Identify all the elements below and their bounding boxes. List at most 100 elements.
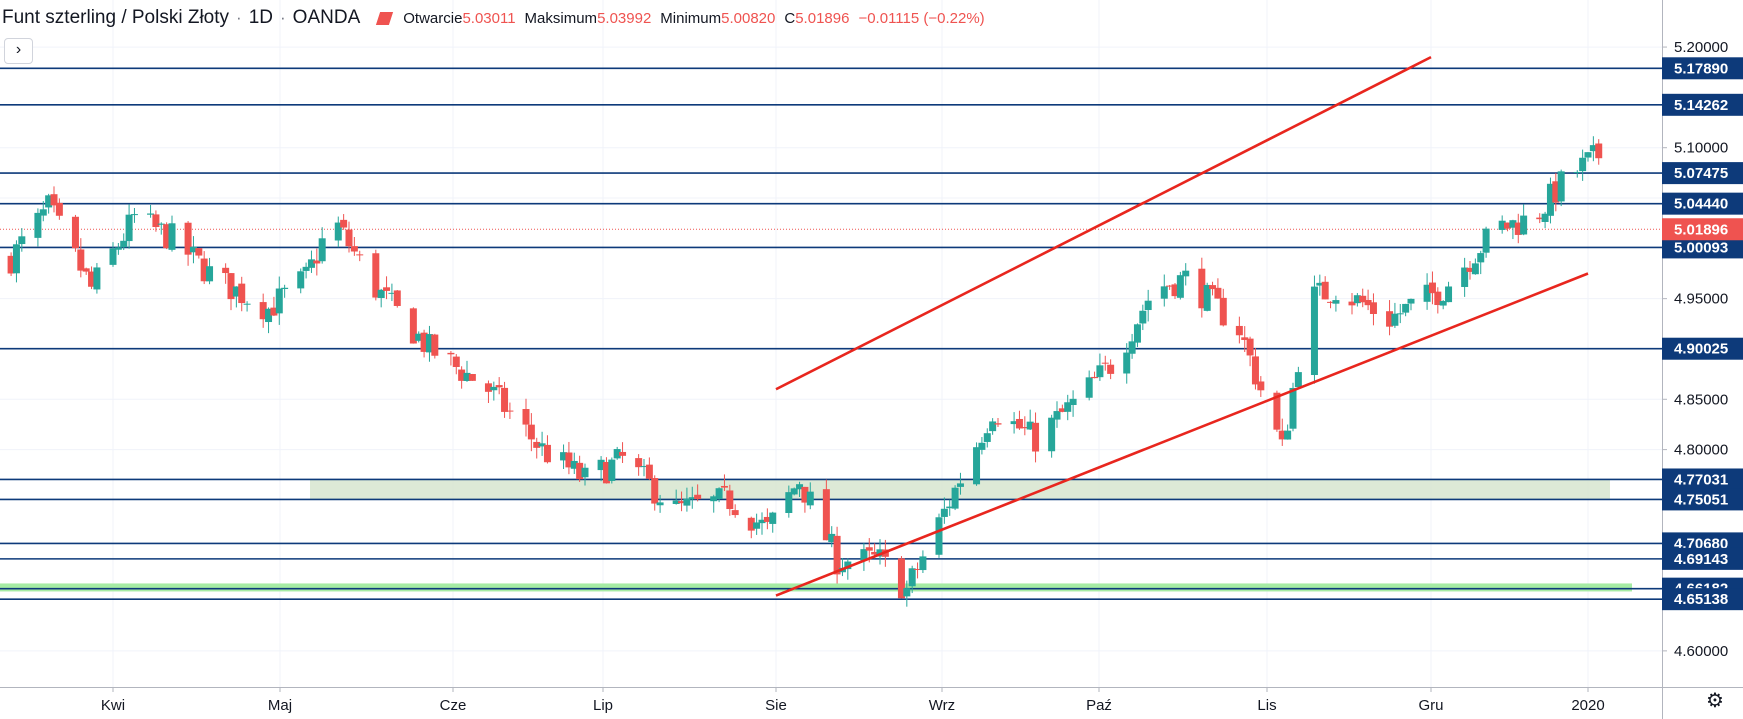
candle-down	[50, 194, 58, 206]
open-label: Otwarcie	[403, 9, 463, 27]
candle-up	[1085, 377, 1093, 398]
candle-up	[1294, 372, 1302, 388]
candle-down	[200, 258, 208, 282]
price-tick-label: 5.20000	[1674, 39, 1728, 56]
candle-up	[189, 246, 197, 253]
candle-down	[1058, 408, 1066, 412]
candle-down	[1536, 217, 1544, 220]
candle-down	[1021, 427, 1029, 429]
candle-up	[1471, 263, 1479, 275]
time-tick-label: Lip	[593, 697, 613, 714]
time-tick-label: Lis	[1257, 697, 1276, 714]
candle-up	[570, 460, 578, 469]
candle-up	[983, 433, 991, 442]
candle-up	[415, 333, 423, 341]
candle-down	[619, 451, 627, 456]
candle-down	[313, 260, 321, 264]
candle-up	[1160, 286, 1168, 299]
candle-up	[951, 487, 959, 509]
candle-up	[1176, 275, 1184, 298]
candle-down	[1348, 301, 1356, 306]
candle-down	[720, 485, 728, 488]
gear-icon[interactable]: ⚙	[1706, 690, 1724, 712]
time-tick-label: Gru	[1418, 697, 1443, 714]
candle-down	[152, 214, 160, 228]
time-tick-label: Kwi	[101, 697, 125, 714]
candle-down	[1209, 285, 1217, 290]
separator-dot: ·	[280, 8, 286, 27]
candle-down	[468, 374, 476, 381]
candle-up	[613, 449, 621, 459]
candle-up	[946, 506, 954, 509]
candle-down	[1359, 295, 1367, 303]
expand-legend-button[interactable]: ›	[4, 38, 33, 64]
candle-up	[758, 519, 766, 524]
candle-up	[147, 213, 155, 215]
candle-down	[543, 444, 551, 463]
candle-up	[1123, 352, 1131, 374]
candle-down	[602, 461, 610, 484]
low-value: 5.00820	[721, 9, 776, 27]
candle-up	[1289, 387, 1297, 429]
candle-up	[940, 508, 948, 517]
time-tick-label: Wrz	[929, 697, 955, 714]
level-price-tag	[1662, 468, 1743, 491]
time-tick-label: Maj	[268, 697, 292, 714]
candle-up	[710, 496, 718, 502]
candle-down	[452, 356, 460, 368]
level-price-tag	[1662, 192, 1743, 215]
candle-up	[1573, 171, 1581, 173]
candle-down	[1015, 418, 1023, 429]
candle-up	[1396, 313, 1404, 315]
candle-down	[238, 283, 246, 304]
candle-down	[871, 551, 879, 555]
candle-down	[1327, 301, 1335, 303]
support-zone	[0, 583, 1632, 592]
candle-down	[259, 302, 267, 320]
level-price-tag	[1662, 57, 1743, 80]
candle-up	[12, 244, 20, 274]
candle-up	[490, 386, 498, 391]
candle-up	[978, 442, 986, 450]
candle-up	[1203, 284, 1211, 311]
support-resistance-lines	[0, 67, 1662, 600]
candle-up	[672, 500, 680, 504]
channel-upper-line	[775, 55, 1432, 391]
candle-up	[1096, 365, 1104, 378]
candle-up	[1353, 295, 1361, 304]
candle-up	[1584, 152, 1592, 158]
candle-down	[1428, 282, 1436, 294]
candle-up	[168, 223, 176, 250]
candle-down	[227, 273, 235, 300]
interval-label[interactable]: 1D	[248, 7, 273, 28]
candle-up	[989, 421, 997, 432]
candle-up	[919, 556, 927, 571]
high-value: 5.03992	[597, 9, 652, 27]
symbol-legend: Funt szterling / Polski Złoty · 1D · OAN…	[2, 6, 994, 30]
candle-down	[184, 222, 192, 255]
candle-up	[806, 491, 814, 506]
candle-up	[903, 588, 911, 597]
candle-up	[1541, 213, 1549, 222]
candle-up	[560, 452, 568, 461]
candle-down	[222, 267, 230, 274]
candle-down	[1595, 143, 1603, 159]
candle-down	[7, 255, 15, 274]
symbol-name[interactable]: Funt szterling / Polski Złoty	[2, 7, 230, 28]
level-price-label: 5.00093	[1674, 239, 1728, 256]
level-price-tag	[1662, 547, 1743, 570]
candle-down	[1514, 222, 1522, 235]
candle-up	[753, 522, 761, 529]
candle-up	[114, 247, 122, 250]
candle-down	[833, 535, 841, 575]
chevron-right-icon: ›	[15, 41, 22, 58]
candle-up	[206, 266, 214, 282]
candle-up	[334, 222, 342, 241]
candle-down	[393, 290, 401, 306]
candle-up	[1026, 421, 1034, 430]
candle-up	[1182, 270, 1190, 277]
level-price-label: 5.17890	[1674, 60, 1728, 77]
open-value: 5.03011	[462, 9, 516, 27]
